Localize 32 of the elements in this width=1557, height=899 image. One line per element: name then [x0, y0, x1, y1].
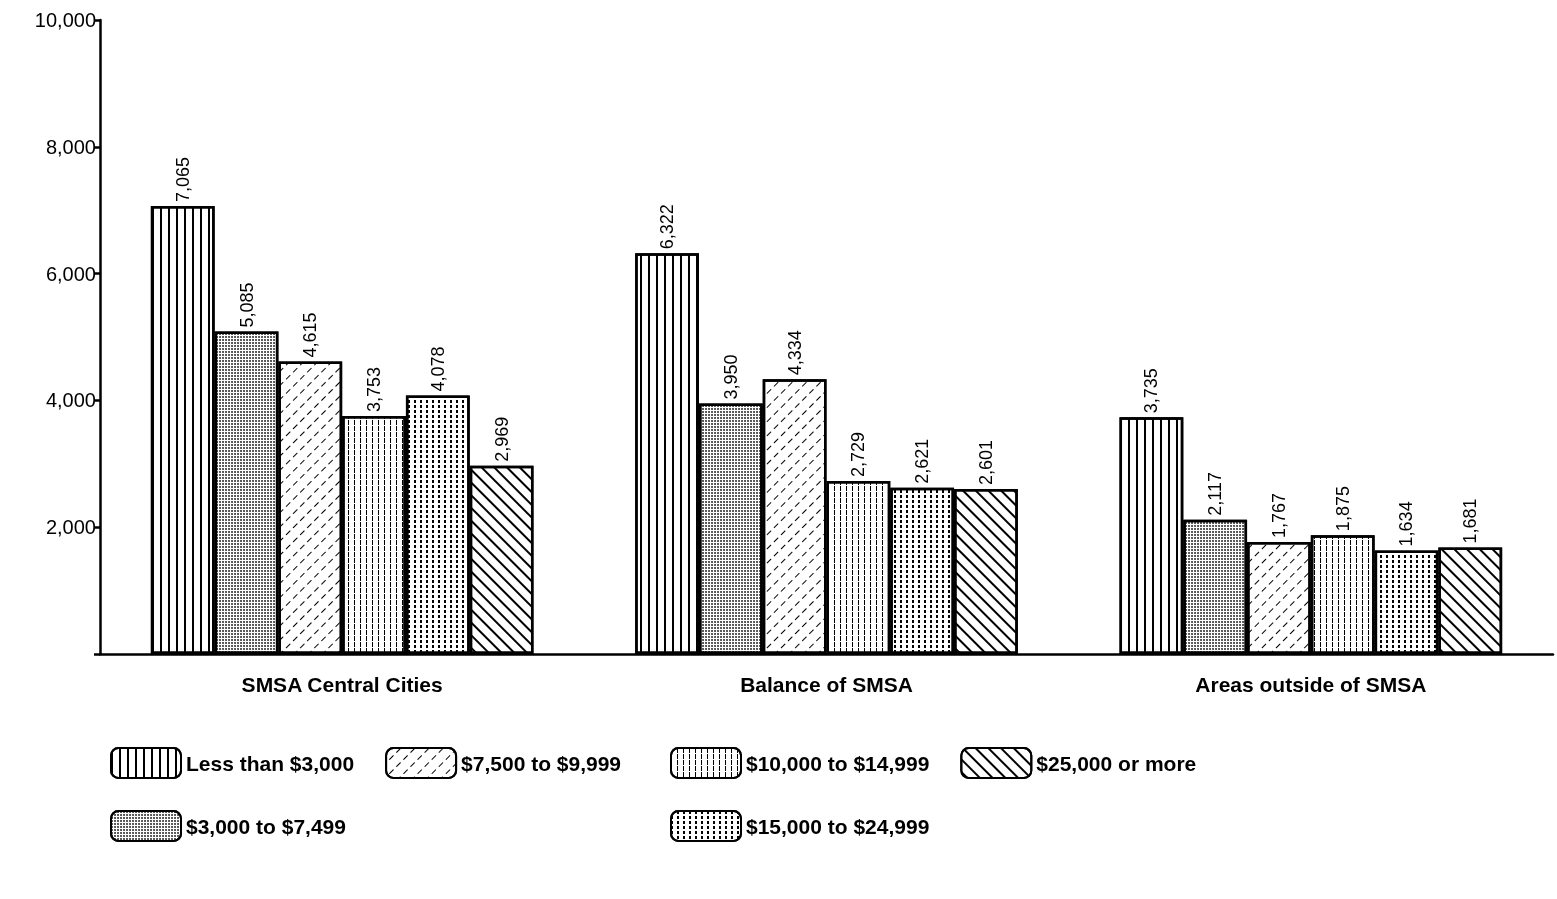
data-label: 1,634 [1396, 501, 1417, 547]
data-label: 2,969 [491, 416, 512, 462]
data-label: 1,875 [1332, 486, 1353, 532]
data-label: 7,065 [172, 157, 193, 203]
y-tick-label: 4,000 [45, 389, 96, 412]
legend-label: $25,000 or more [1036, 751, 1197, 775]
data-label: 2,729 [848, 431, 869, 477]
y-tick-label: 10,000 [34, 9, 96, 31]
data-label: 4,615 [300, 312, 321, 358]
data-label: 6,322 [657, 204, 678, 250]
data-label: 3,753 [364, 367, 385, 413]
data-label: 2,601 [975, 440, 996, 486]
data-label: 4,078 [427, 346, 448, 392]
data-label: 2,117 [1205, 472, 1226, 516]
data-label: 2,621 [912, 438, 933, 484]
legend-label: $3,000 to $7,499 [186, 814, 346, 838]
data-label: 5,085 [236, 282, 257, 328]
x-tick-label: Areas outside of SMSA [1195, 673, 1427, 696]
x-tick-label: SMSA Central Cities [241, 673, 443, 696]
legend-label: $7,500 to $9,999 [461, 751, 622, 775]
legend-label: $15,000 to $24,999 [746, 814, 930, 838]
data-label: 1,681 [1460, 498, 1481, 544]
y-tick-label: 8,000 [45, 135, 96, 158]
legend-label: $10,000 to $14,999 [746, 751, 930, 775]
data-label: 3,950 [720, 354, 741, 400]
legend-label: Less than $3,000 [186, 751, 355, 775]
data-label: 4,334 [784, 330, 805, 376]
data-label: 3,735 [1141, 368, 1162, 414]
y-tick-label: 6,000 [45, 262, 96, 285]
data-label: 1,767 [1268, 492, 1289, 538]
y-tick-label: 2,000 [45, 516, 96, 539]
x-tick-label: Balance of SMSA [740, 673, 913, 696]
